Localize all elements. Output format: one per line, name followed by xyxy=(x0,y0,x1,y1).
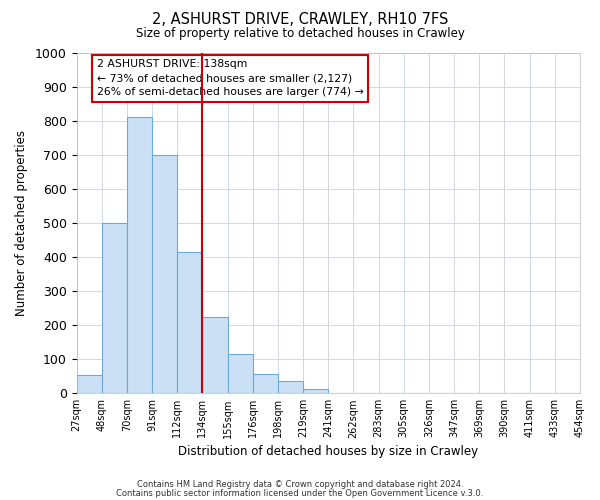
Text: Contains public sector information licensed under the Open Government Licence v.: Contains public sector information licen… xyxy=(116,489,484,498)
Bar xyxy=(102,223,127,394)
Bar xyxy=(152,154,177,394)
X-axis label: Distribution of detached houses by size in Crawley: Distribution of detached houses by size … xyxy=(178,444,478,458)
Bar xyxy=(303,389,328,394)
Text: 2, ASHURST DRIVE, CRAWLEY, RH10 7FS: 2, ASHURST DRIVE, CRAWLEY, RH10 7FS xyxy=(152,12,448,28)
Bar xyxy=(177,252,202,394)
Text: 2 ASHURST DRIVE: 138sqm
← 73% of detached houses are smaller (2,127)
26% of semi: 2 ASHURST DRIVE: 138sqm ← 73% of detache… xyxy=(97,60,364,98)
Bar xyxy=(227,354,253,394)
Text: Size of property relative to detached houses in Crawley: Size of property relative to detached ho… xyxy=(136,28,464,40)
Bar xyxy=(127,118,152,394)
Y-axis label: Number of detached properties: Number of detached properties xyxy=(15,130,28,316)
Bar xyxy=(253,374,278,394)
Text: Contains HM Land Registry data © Crown copyright and database right 2024.: Contains HM Land Registry data © Crown c… xyxy=(137,480,463,489)
Bar xyxy=(278,382,303,394)
Bar xyxy=(202,316,227,394)
Bar xyxy=(77,374,102,394)
